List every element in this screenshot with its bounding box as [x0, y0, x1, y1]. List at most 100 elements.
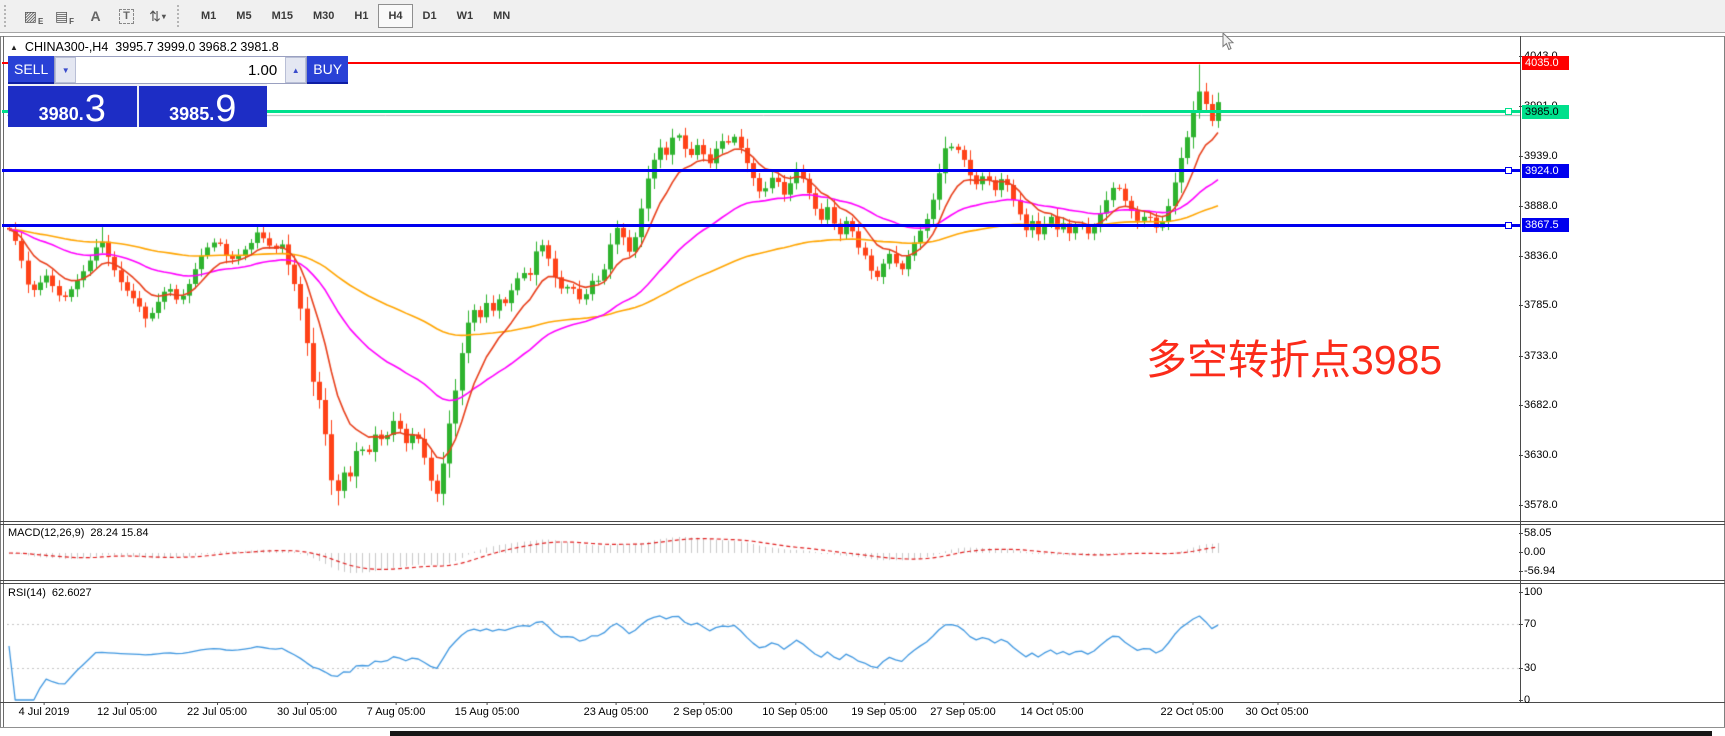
collapse-icon[interactable]: ▲ [10, 42, 18, 52]
ask-big-digit: 9 [215, 88, 237, 130]
fibonacci-icon-sub: F [69, 17, 75, 26]
timeframe-button[interactable]: H4 [378, 4, 413, 28]
price-macd-separator-2 [0, 524, 1725, 525]
horizontal-line-bar[interactable] [2, 110, 1520, 114]
volume-up-button[interactable]: ▲ [285, 57, 307, 83]
buy-button[interactable]: BUY [307, 56, 349, 84]
timeframe-button[interactable]: MN [483, 4, 520, 28]
price-axis-tick: 3733.0 [1519, 350, 1570, 362]
macd-axis-tick: 0.00 [1519, 546, 1570, 558]
horizontal-line-handle[interactable] [1505, 167, 1512, 175]
horizontal-line-handle[interactable] [1505, 221, 1512, 229]
volume-down-button[interactable]: ▼ [55, 57, 77, 83]
timeframe-button[interactable]: D1 [413, 4, 447, 28]
timeframe-button[interactable]: M1 [191, 4, 226, 28]
window-top-border [0, 36, 1725, 37]
ask-price[interactable]: 3985. 9 [138, 86, 267, 130]
price-macd-separator[interactable] [0, 521, 1725, 522]
window-left-border [0, 36, 1, 727]
bid-big-digit: 3 [84, 88, 106, 130]
arrows-tool-button[interactable]: ⇅ ▾ [142, 3, 173, 29]
macd-name: MACD(12,26,9) [8, 527, 85, 539]
text-icon: A [90, 8, 101, 24]
time-axis-label: 30 Oct 05:00 [1245, 702, 1309, 718]
horizontal-line-price-label: 3924.0 [1522, 163, 1569, 178]
rsi-value: 62.6027 [51, 587, 92, 599]
price-axis-tick: 3785.0 [1519, 299, 1570, 311]
sell-button[interactable]: SELL [8, 56, 55, 84]
arrows-icon: ⇅ [149, 8, 161, 24]
bottom-strip [390, 731, 1712, 736]
rsi-header: RSI(14) 62.6027 [8, 587, 92, 599]
bid-main-digits: 3980. [38, 104, 84, 124]
chart-annotation-text[interactable]: 多空转折点3985 [1146, 337, 1443, 383]
window-left-inner-border [3, 36, 4, 727]
time-axis-label: 23 Aug 05:00 [583, 702, 649, 718]
volume-input[interactable] [76, 57, 286, 83]
time-axis-label: 27 Sep 05:00 [930, 702, 996, 718]
timeframe-group: M1 M5 M15 M30 H1 H4 D1 W1 MN [191, 0, 520, 32]
main-toolbar: ▨ E ▤ F A T ⇅ ▾ M1 M5 M15 M30 H1 H4 D1 W1 MN [0, 0, 1725, 33]
time-axis-label: 14 Oct 05:00 [1020, 702, 1084, 718]
price-axis-tick: 3939.0 [1519, 150, 1570, 162]
equidistant-channel-tool-button[interactable]: ▨ E [18, 3, 49, 29]
macd-rsi-separator[interactable] [0, 580, 1725, 581]
macd-axis-tick: -56.94 [1519, 565, 1570, 577]
time-axis-label: 22 Oct 05:00 [1160, 702, 1224, 718]
price-axis-tick: 3888.0 [1519, 200, 1570, 212]
toolbar-grip[interactable] [4, 5, 12, 27]
macd-values: 28.24 15.84 [90, 527, 149, 539]
horizontal-line-bar[interactable] [2, 223, 1520, 227]
timeframe-button[interactable]: M15 [262, 4, 303, 28]
text-label-icon: T [119, 8, 134, 24]
time-axis-label: 4 Jul 2019 [18, 702, 70, 718]
rsi-name: RSI(14) [8, 587, 46, 599]
ask-main-digits: 3985. [169, 104, 215, 124]
bid-price[interactable]: 3980. 3 [8, 86, 139, 130]
horizontal-line-price-label: 4035.0 [1522, 56, 1569, 71]
toolbar-group-separator [177, 5, 185, 27]
fibonacci-icon: ▤ [54, 8, 69, 24]
time-axis-label: 2 Sep 05:00 [673, 702, 733, 718]
price-axis-line [1520, 36, 1521, 702]
text-tool-button[interactable]: A [80, 3, 111, 29]
time-axis-label: 7 Aug 05:00 [366, 702, 426, 718]
rsi-pane-canvas[interactable] [7, 584, 1520, 702]
symbol-period-label: CHINA300-,H4 [24, 40, 109, 54]
horizontal-line-price-label: 3867.5 [1522, 218, 1569, 233]
text-label-tool-button[interactable]: T [111, 3, 142, 29]
macd-rsi-separator-2 [0, 583, 1725, 584]
rsi-axis-tick: 70 [1519, 618, 1570, 630]
timeframe-button[interactable]: W1 [447, 4, 484, 28]
mouse-cursor-icon [1222, 33, 1235, 51]
time-axis-label: 30 Jul 05:00 [277, 702, 337, 718]
price-axis-tick: 3630.0 [1519, 449, 1570, 461]
one-click-trading-panel: SELL ▼ ▲ BUY 3980.3 3985.9 [8, 56, 349, 130]
time-axis-label: 22 Jul 05:00 [187, 702, 247, 718]
timeframe-button[interactable]: M30 [303, 4, 344, 28]
channel-icon: ▨ [23, 8, 37, 24]
macd-axis-tick: 58.05 [1519, 527, 1570, 539]
macd-header: MACD(12,26,9) 28.24 15.84 [8, 527, 149, 539]
fibonacci-tool-button[interactable]: ▤ F [49, 3, 80, 29]
channel-icon-sub: E [37, 17, 44, 26]
price-axis-tick: 3682.0 [1519, 399, 1570, 411]
horizontal-line-price-label: 3985.0 [1522, 104, 1569, 119]
timeframe-button[interactable]: H1 [344, 4, 378, 28]
horizontal-line-bar[interactable] [2, 62, 1520, 65]
time-axis-label: 19 Sep 05:00 [851, 702, 917, 718]
rsi-axis-tick: 100 [1519, 586, 1570, 598]
timeframe-button[interactable]: M5 [226, 4, 261, 28]
chart-title: ▲ CHINA300-,H4 3995.7 3999.0 3968.2 3981… [10, 40, 279, 54]
time-axis-label: 12 Jul 05:00 [97, 702, 157, 718]
window-bottom-border [0, 727, 1725, 728]
horizontal-line-bar[interactable] [2, 169, 1520, 173]
horizontal-line-handle[interactable] [1505, 108, 1512, 116]
time-axis-line [0, 702, 1725, 703]
arrows-dropdown-icon: ▾ [161, 11, 166, 21]
price-axis-tick: 3836.0 [1519, 250, 1570, 262]
time-axis-label: 15 Aug 05:00 [454, 702, 520, 718]
macd-pane-canvas[interactable] [7, 525, 1520, 580]
rsi-axis-tick: 0 [1519, 694, 1570, 706]
time-axis-label: 10 Sep 05:00 [762, 702, 828, 718]
